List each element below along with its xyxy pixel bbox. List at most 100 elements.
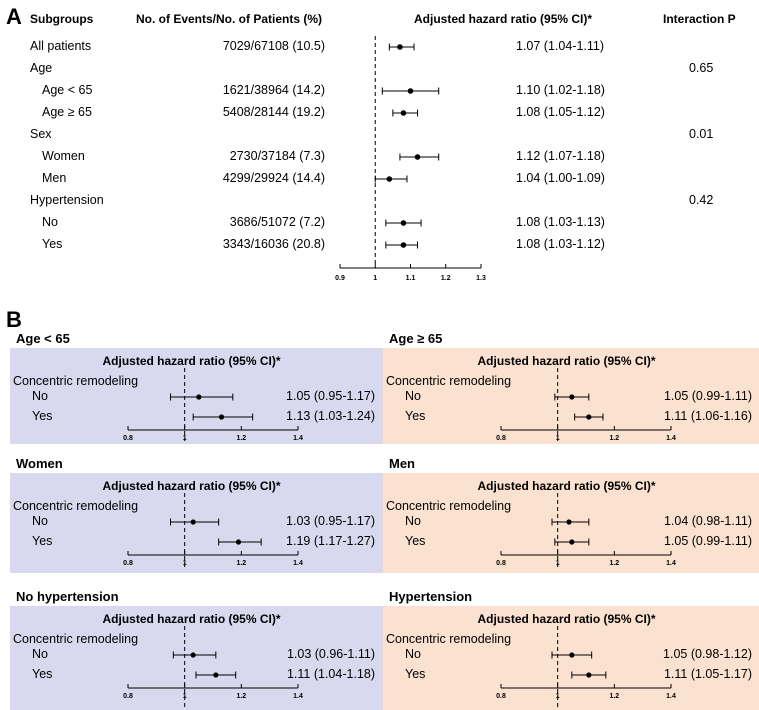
x-tick-label: 0.9	[335, 275, 345, 282]
x-tick-label: 1	[183, 435, 187, 442]
subpanel-box-age-65: Adjusted hazard ratio (95% CI)* Concentri…	[10, 348, 383, 444]
subpanel-box-women: Adjusted hazard ratio (95% CI)* Concentri…	[10, 473, 383, 573]
subpanel-box-hypertension: Adjusted hazard ratio (95% CI)* Concentri…	[383, 606, 759, 710]
row-label: No	[42, 215, 58, 229]
point-estimate	[400, 242, 407, 248]
panel-a-forest-plot: 0.9 1 1.1 1.2 1.3	[335, 36, 486, 282]
point-estimate	[414, 154, 421, 160]
subpanel-title-age-65: Age ≥ 65	[389, 331, 443, 346]
x-tick-label: 0.8	[496, 560, 506, 567]
row-events: 2730/37184 (7.3)	[229, 149, 325, 163]
x-tick-label: 1.2	[609, 693, 619, 700]
x-tick-label: 1.3	[476, 275, 486, 282]
row-label-no: No	[32, 514, 48, 528]
x-tick-label: 1	[373, 275, 377, 282]
point-estimate	[586, 672, 592, 678]
row-label-no: No	[405, 514, 421, 528]
point-estimate	[235, 539, 242, 545]
row-label-yes: Yes	[32, 534, 53, 548]
x-tick-label: 1.4	[666, 435, 676, 442]
point-estimate	[218, 414, 225, 420]
row-events: 1621/38964 (14.2)	[222, 83, 325, 97]
row-events: 5408/28144 (19.2)	[222, 105, 325, 119]
point-estimate	[386, 176, 393, 182]
group-label: Concentric remodeling	[386, 374, 512, 388]
subpanel-title-age-65: Age < 65	[16, 331, 70, 346]
subpanel-title-hypertension: Hypertension	[389, 589, 473, 604]
point-estimate	[190, 652, 196, 658]
point-estimate	[586, 414, 592, 420]
row-label-yes: Yes	[405, 534, 426, 548]
x-tick-label: 1.4	[666, 560, 676, 567]
row-hr-text: 1.05 (0.99-1.11)	[663, 389, 752, 403]
group-label: Concentric remodeling	[13, 499, 139, 513]
point-estimate	[397, 44, 403, 50]
row-label: Women	[42, 149, 85, 163]
subpanel-forest-plot-hypertension: 0.8 1 1.2 1.4	[496, 626, 676, 707]
x-tick-label: 1.4	[293, 560, 303, 567]
row-events: 7029/67108 (10.5)	[222, 39, 325, 53]
point-estimate	[566, 519, 572, 525]
row-hr-text: 1.10 (1.02-1.18)	[516, 83, 605, 97]
row-hr-text: 1.04 (1.00-1.09)	[516, 171, 605, 185]
point-estimate	[190, 519, 196, 525]
row-hr-text: 1.11 (1.04-1.18)	[286, 667, 375, 681]
row-hr-text: 1.05 (0.95-1.17)	[286, 389, 375, 403]
row-hr-text: 1.11 (1.05-1.17)	[663, 667, 752, 681]
x-tick-label: 1.2	[441, 275, 451, 282]
subpanel-box-men: Adjusted hazard ratio (95% CI)* Concentri…	[383, 473, 759, 573]
row-hr-text: 1.03 (0.96-1.11)	[286, 647, 375, 661]
row-label: Age < 65	[42, 83, 93, 97]
x-tick-label: 0.8	[123, 560, 133, 567]
row-label: Age ≥ 65	[42, 105, 92, 119]
x-tick-label: 1	[556, 693, 560, 700]
panel-a-letter: A	[6, 4, 22, 29]
interaction-p: 0.01	[689, 127, 714, 141]
subpanel-forest-plot-age-65: 0.8 1 1.2 1.4	[123, 368, 303, 442]
row-hr-text: 1.03 (0.95-1.17)	[286, 514, 375, 528]
events-header: No. of Events/No. of Patients (%)	[136, 12, 323, 26]
row-label-no: No	[32, 389, 48, 403]
row-hr-text: 1.11 (1.06-1.16)	[663, 409, 752, 423]
point-estimate	[569, 652, 575, 658]
x-tick-label: 1.2	[236, 560, 246, 567]
row-events: 4299/29924 (14.4)	[222, 171, 325, 185]
subpanel-forest-plot-women: 0.8 1 1.2 1.4	[123, 493, 303, 570]
row-label-yes: Yes	[32, 667, 53, 681]
row-hr-text: 1.19 (1.17-1.27)	[286, 534, 375, 548]
subpanel-hr-header: Adjusted hazard ratio (95% CI)*	[477, 354, 656, 368]
x-tick-label: 1	[183, 693, 187, 700]
point-estimate	[400, 110, 407, 116]
x-tick-label: 1.1	[406, 275, 416, 282]
x-tick-label: 0.8	[123, 693, 133, 700]
x-tick-label: 1.4	[293, 693, 303, 700]
x-tick-label: 1.2	[609, 560, 619, 567]
subpanel-forest-plot-men: 0.8 1 1.2 1.4	[496, 493, 676, 570]
point-estimate	[407, 88, 414, 94]
row-label-no: No	[405, 647, 421, 661]
x-tick-label: 1	[556, 560, 560, 567]
row-label-yes: Yes	[32, 409, 53, 423]
row-events: 3343/16036 (20.8)	[222, 237, 325, 251]
subpanel-hr-header: Adjusted hazard ratio (95% CI)*	[477, 479, 656, 493]
x-tick-label: 0.8	[496, 435, 506, 442]
row-hr-text: 1.12 (1.07-1.18)	[516, 149, 605, 163]
row-hr-text: 1.08 (1.03-1.13)	[516, 215, 605, 229]
subpanel-title-women: Women	[16, 456, 63, 471]
subpanel-hr-header: Adjusted hazard ratio (95% CI)*	[477, 612, 656, 626]
row-hr-text: 1.05 (0.99-1.11)	[663, 534, 752, 548]
row-label: Hypertension	[30, 193, 104, 207]
row-label-no: No	[405, 389, 421, 403]
panel-b-letter: B	[6, 307, 22, 332]
x-tick-label: 0.8	[123, 435, 133, 442]
row-hr-text: 1.13 (1.03-1.24)	[286, 409, 375, 423]
group-label: Concentric remodeling	[386, 632, 512, 646]
x-tick-label: 1.2	[236, 693, 246, 700]
hr-header: Adjusted hazard ratio (95% CI)*	[414, 12, 593, 26]
group-label: Concentric remodeling	[13, 374, 139, 388]
subpanel-title-men: Men	[389, 456, 415, 471]
x-tick-label: 1.2	[236, 435, 246, 442]
interaction-header: Interaction P	[663, 12, 736, 26]
point-estimate	[213, 672, 219, 678]
interaction-p: 0.65	[689, 61, 714, 75]
